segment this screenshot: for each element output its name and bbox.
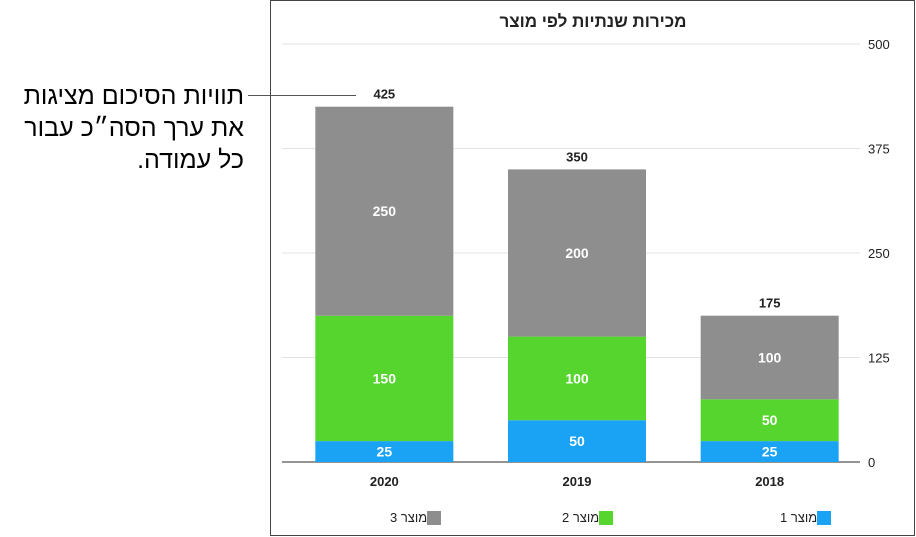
x-tick-label: 2020 — [370, 474, 399, 489]
legend: מוצר 1 מוצר 2 מוצר 3 — [270, 510, 916, 530]
bar-segment-series-2-2020 — [315, 315, 454, 442]
bar-segment-series-3-2020 — [315, 106, 454, 316]
data-label: 100 — [758, 350, 782, 366]
legend-label: מוצר 1 — [780, 510, 818, 525]
y-tick-label: 250 — [868, 246, 890, 261]
y-tick-label: 0 — [868, 455, 875, 470]
x-tick-label: 2019 — [563, 474, 592, 489]
callout-line — [248, 95, 356, 96]
bar-segment-series-3-2019 — [508, 169, 646, 337]
data-label: 25 — [377, 444, 393, 460]
data-label: 250 — [373, 203, 397, 219]
bar-segment-series-2-2018 — [700, 399, 839, 442]
legend-label: מוצר 2 — [562, 510, 600, 525]
bar-segment-series-2-2019 — [508, 336, 646, 421]
data-label: 150 — [373, 370, 397, 386]
legend-label: מוצר 3 — [390, 510, 428, 525]
data-label: 100 — [565, 370, 589, 386]
bar-segment-series-1-2020 — [315, 441, 454, 462]
bar-segment-series-3-2018 — [700, 315, 839, 400]
legend-item-1: מוצר 1 — [780, 510, 839, 525]
legend-swatch — [427, 510, 442, 525]
total-label: 425 — [373, 87, 395, 102]
y-tick-label: 125 — [868, 351, 890, 366]
labels-layer: 0 125 250 375 500 25 150 250 425 2020 50 100 200 350 2… — [370, 37, 890, 489]
data-label: 50 — [762, 412, 778, 428]
x-tick-label: 2018 — [755, 474, 784, 489]
chart-border — [270, 0, 915, 536]
legend-swatch — [599, 510, 614, 525]
legend-swatch — [817, 510, 832, 525]
y-tick-label: 500 — [868, 37, 890, 52]
bar-segment-series-1-2019 — [508, 420, 646, 462]
total-label: 175 — [759, 296, 781, 311]
chart-frame: 0 125 250 375 500 25 150 250 425 2020 50 100 200 350 2… — [270, 0, 916, 537]
legend-item-3: מוצר 3 — [390, 510, 449, 525]
total-label: 350 — [566, 149, 588, 164]
bars-layer — [315, 106, 839, 462]
y-tick-label: 375 — [868, 142, 890, 157]
annotation-text: תוויות הסיכום מציגות את ערך הסה״כ עבור כ… — [23, 82, 244, 174]
data-label: 200 — [565, 245, 589, 261]
bar-segment-series-1-2018 — [700, 441, 839, 462]
data-label: 25 — [762, 444, 778, 460]
data-label: 50 — [569, 433, 585, 449]
chart-svg: 0 125 250 375 500 25 150 250 425 2020 50 100 200 350 2… — [270, 0, 915, 536]
legend-item-2: מוצר 2 — [562, 510, 621, 525]
chart-title: מכירות שנתיות לפי מוצר — [499, 12, 687, 31]
